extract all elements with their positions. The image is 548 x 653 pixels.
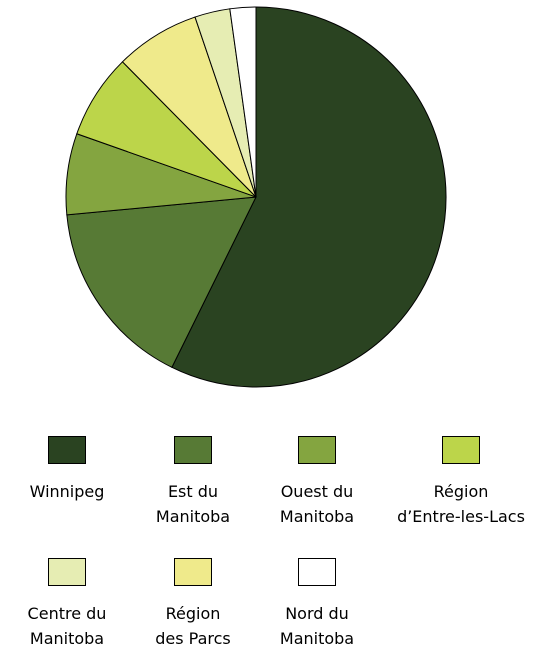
pie-chart — [65, 6, 447, 388]
legend-swatch — [48, 436, 86, 464]
legend-label: Centre du Manitoba — [27, 604, 107, 648]
legend-swatch — [298, 558, 336, 586]
pie-slice — [229, 6, 257, 198]
pie-slice — [171, 6, 447, 388]
legend-swatch — [48, 558, 86, 586]
legend-label: Ouest du Manitoba — [279, 482, 355, 526]
legend-label: Région des Parcs — [155, 604, 231, 648]
legend-swatch — [174, 436, 212, 464]
legend-swatch — [442, 436, 480, 464]
legend-label: Nord du Manitoba — [279, 604, 355, 648]
pie-slice — [66, 196, 257, 369]
legend-label: Région d’Entre-les-Lacs — [397, 482, 525, 526]
legend-swatch — [298, 436, 336, 464]
legend-swatch — [174, 558, 212, 586]
legend-label: Winnipeg — [29, 482, 105, 501]
legend-label: Est du Manitoba — [155, 482, 231, 526]
